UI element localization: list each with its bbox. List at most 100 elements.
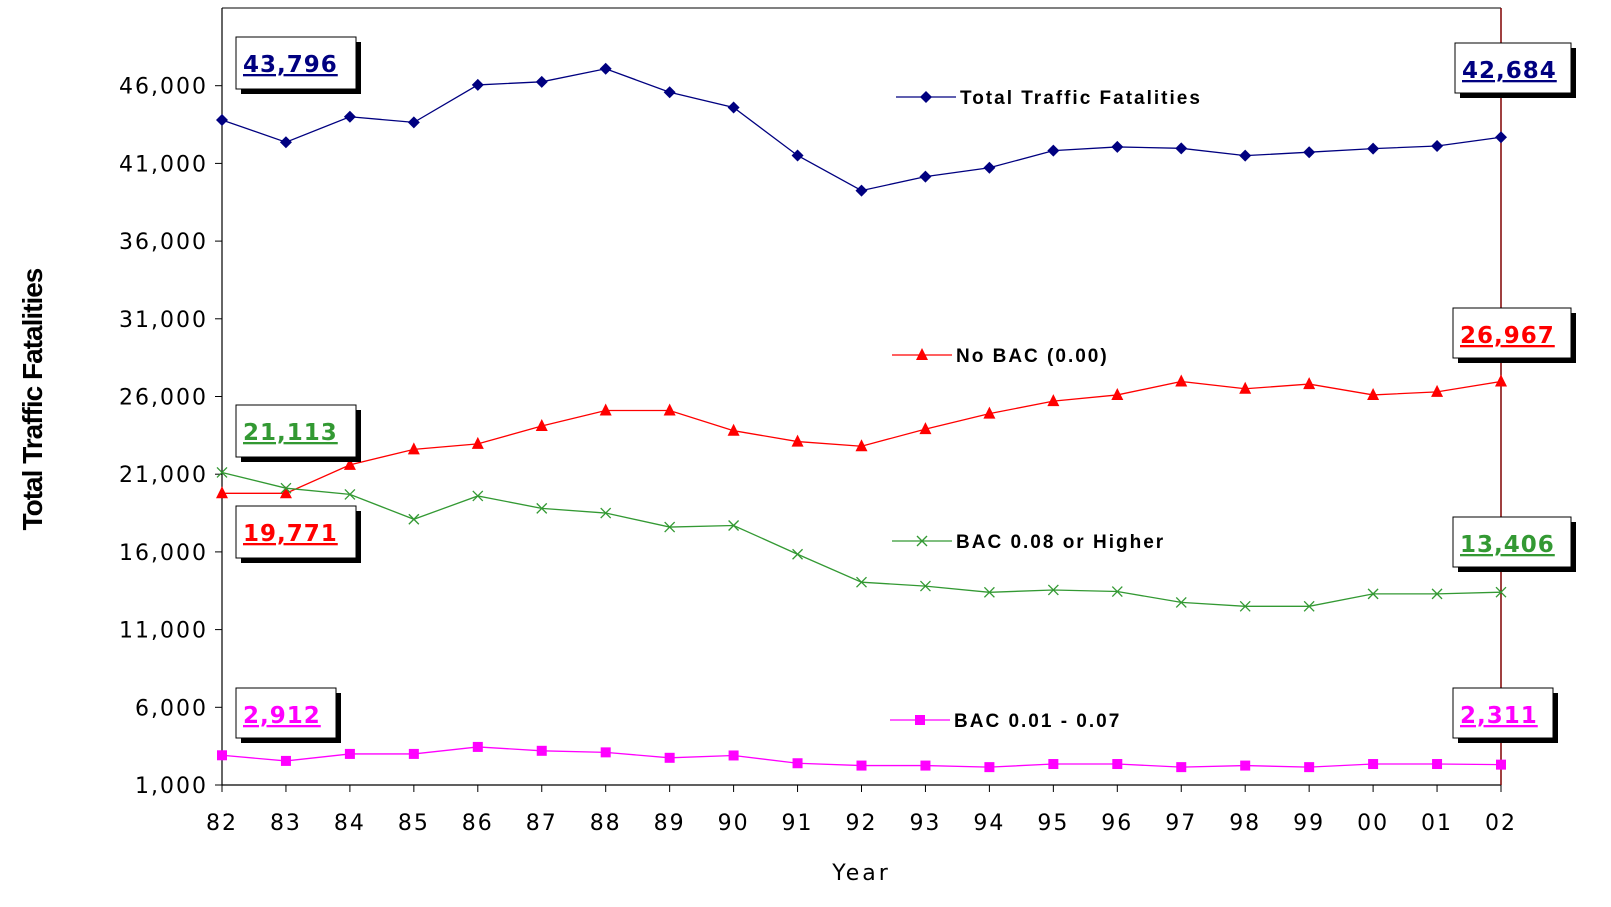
data-point-triangle <box>407 442 420 455</box>
data-point-square <box>536 745 547 756</box>
callout-value: 2,311 <box>1460 703 1538 729</box>
x-tick-label: 84 <box>334 811 366 836</box>
data-point-triangle <box>1111 387 1124 400</box>
data-point-x <box>280 482 292 494</box>
data-point-x-stroke <box>280 482 292 494</box>
data-point-x <box>344 488 356 500</box>
data-point-x <box>1367 588 1379 600</box>
data-point-square <box>920 760 931 771</box>
x-tick-label: 02 <box>1485 811 1517 836</box>
data-point-triangle <box>535 419 548 432</box>
data-point-x-stroke <box>216 466 228 478</box>
legend-label: No BAC (0.00) <box>956 346 1109 367</box>
data-point-triangle <box>343 457 356 470</box>
data-point-square <box>1176 762 1187 773</box>
data-point-x <box>983 586 995 598</box>
x-tick-label: 89 <box>654 811 686 836</box>
data-point-x <box>1239 600 1251 612</box>
data-point-square <box>1240 760 1251 771</box>
callout-box: 19,771 <box>235 505 361 563</box>
x-tick-label: 86 <box>462 811 494 836</box>
x-tick-label: 93 <box>909 811 941 836</box>
x-tick-label: 99 <box>1293 811 1325 836</box>
data-point-square <box>408 748 419 759</box>
series-bac-0-08-or-higher <box>216 466 1507 612</box>
data-point-x-stroke <box>1239 600 1251 612</box>
x-tick-label: 90 <box>718 811 750 836</box>
data-point-x <box>1431 588 1443 600</box>
data-point-square <box>1432 759 1443 770</box>
callout-value: 2,912 <box>243 703 321 729</box>
x-tick-label: 92 <box>846 811 878 836</box>
data-point-diamond <box>855 184 868 197</box>
legend-label: BAC 0.08 or Higher <box>956 532 1165 553</box>
y-tick-label: 41,000 <box>119 152 208 177</box>
data-point-triangle <box>727 423 740 436</box>
data-point-diamond <box>727 101 740 114</box>
data-point-diamond <box>1495 131 1507 144</box>
data-point-x-stroke <box>792 548 804 560</box>
y-tick-label: 31,000 <box>119 308 208 333</box>
data-point-triangle <box>1431 384 1444 397</box>
data-point-x <box>600 507 612 519</box>
data-point-diamond <box>1111 140 1124 153</box>
series-bac-0-01-0-07 <box>217 741 1506 773</box>
x-tick-label: 00 <box>1357 811 1389 836</box>
data-point-square <box>984 762 995 773</box>
callout-box: 21,113 <box>235 404 361 462</box>
data-point-x <box>856 576 867 588</box>
data-point-diamond <box>343 110 356 123</box>
data-point-triangle <box>1239 381 1252 394</box>
data-point-x <box>1175 596 1187 608</box>
data-point-triangle <box>1495 374 1507 387</box>
data-point-x <box>792 548 804 560</box>
callout-frame <box>1454 42 1572 94</box>
data-point-x-stroke <box>1175 596 1187 608</box>
data-point-x <box>728 520 740 531</box>
x-tick-label: 97 <box>1165 811 1197 836</box>
data-point-triangle <box>855 439 868 452</box>
data-point-diamond <box>471 78 484 91</box>
data-point-square <box>664 752 675 763</box>
data-point-square <box>280 755 291 766</box>
x-axis-title: Year <box>831 861 891 886</box>
x-tick-label: 83 <box>270 811 302 836</box>
y-tick-label: 16,000 <box>119 541 208 566</box>
data-point-diamond <box>1431 139 1444 152</box>
data-point-diamond <box>1239 149 1252 162</box>
x-tick-label: 95 <box>1037 811 1069 836</box>
legend-entry: No BAC (0.00) <box>892 346 1109 367</box>
data-point-x-stroke <box>472 490 484 502</box>
data-point-square <box>728 750 739 761</box>
x-tick-label: 87 <box>526 811 558 836</box>
data-point-square <box>1048 759 1059 770</box>
y-axis-title: Total Traffic Fatalities <box>17 268 48 530</box>
data-point-x <box>1111 586 1123 597</box>
data-point-diamond <box>279 136 292 149</box>
callout-frame <box>235 404 357 458</box>
data-point-triangle <box>216 486 228 499</box>
data-point-x-stroke <box>344 488 356 500</box>
callout-frame <box>1452 687 1554 739</box>
legend-entry: Total Traffic Fatalities <box>896 88 1200 109</box>
x-tick-label: 91 <box>782 811 814 836</box>
data-point-x <box>1303 600 1315 612</box>
data-point-x-stroke <box>856 576 867 588</box>
data-point-x-stroke <box>1047 584 1059 596</box>
data-point-square <box>1304 762 1315 773</box>
x-tick-label: 98 <box>1229 811 1261 836</box>
data-point-x-stroke <box>916 535 928 547</box>
data-point-x-stroke <box>408 513 420 525</box>
callout-box: 42,684 <box>1454 42 1576 98</box>
callout-box: 13,406 <box>1452 516 1576 572</box>
data-point-triangle <box>471 436 484 449</box>
data-point-x-stroke <box>1303 600 1315 612</box>
data-point-x-stroke <box>983 586 995 598</box>
data-point-triangle <box>916 348 928 360</box>
data-point-x <box>536 502 548 514</box>
data-point-diamond <box>216 113 228 126</box>
data-point-triangle <box>1175 374 1188 387</box>
value-callouts: 43,796 42,684 21,113 19,771 26,967 13,406 2,91… <box>235 36 1576 743</box>
callout-frame <box>1452 307 1572 359</box>
